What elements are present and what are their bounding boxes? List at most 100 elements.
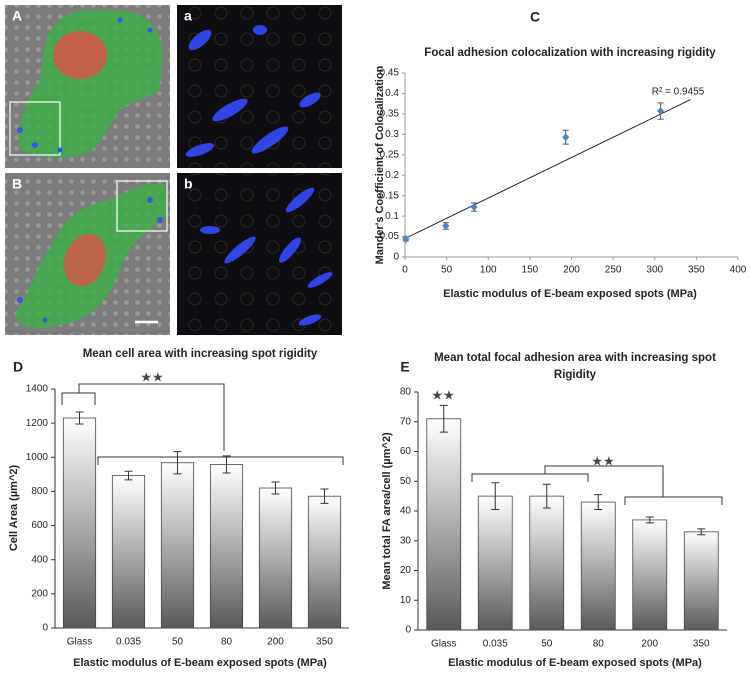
y-tick-label: 0 (405, 625, 411, 636)
data-point (562, 133, 570, 142)
x-tick-label: 150 (522, 265, 539, 276)
panel-label: b (184, 176, 193, 192)
chart-title: Rigidity (554, 369, 597, 381)
chart-title: Focal adhesion colocalization with incre… (424, 47, 716, 59)
chart-title: Mean cell area with increasing spot rigi… (83, 348, 318, 360)
error-bar (124, 470, 133, 481)
x-tick-label: 50 (441, 265, 453, 276)
y-tick-label: 50 (400, 476, 412, 487)
x-tick-label: 200 (563, 265, 580, 276)
error-bar (542, 483, 551, 509)
data-point (657, 107, 665, 116)
bracket (544, 465, 664, 497)
y-tick-label: 0 (393, 252, 399, 263)
y-axis-label: Cell Area (µm^2) (8, 465, 20, 552)
panel-label: D (13, 359, 23, 375)
x-tick-label: 200 (267, 637, 284, 648)
x-axis-label: Elastic modulus of E-beam exposed spots … (443, 288, 697, 300)
panel-label: a (184, 8, 192, 24)
data-point (470, 203, 478, 212)
image-B (5, 173, 170, 335)
x-tick-label: 400 (730, 265, 747, 276)
y-tick-label: 0.15 (380, 190, 400, 201)
y-tick-label: 0.1 (385, 211, 399, 222)
y-tick-label: 0 (42, 623, 48, 634)
chart-title: Mean total focal adhesion area with incr… (434, 352, 716, 364)
y-tick-label: 200 (31, 588, 48, 599)
y-tick-label: 0.2 (385, 170, 399, 181)
data-point (402, 235, 410, 244)
y-tick-label: 1000 (26, 452, 49, 463)
y-tick-label: 0.05 (380, 231, 400, 242)
x-tick-label: 80 (221, 637, 233, 648)
x-axis-label: Elastic modulus of E-beam exposed spots … (73, 657, 327, 669)
y-tick-label: 0.4 (385, 88, 399, 99)
error-bar (320, 488, 329, 504)
x-tick-label: 200 (641, 639, 658, 650)
y-tick-label: 600 (31, 520, 48, 531)
y-tick-label: 800 (31, 486, 48, 497)
x-tick-label: 50 (541, 639, 553, 650)
annotation: R² = 0.9455 (652, 87, 705, 98)
annotation: ★★ (431, 389, 454, 404)
error-bar (697, 528, 706, 536)
panel-label: E (400, 359, 409, 375)
y-tick-label: 0.25 (380, 149, 400, 160)
error-bar (491, 482, 500, 511)
x-tick-label: Glass (431, 639, 457, 650)
y-tick-label: 400 (31, 554, 48, 565)
y-tick-label: 30 (400, 535, 412, 546)
y-tick-label: 10 (400, 595, 412, 606)
bar (160, 462, 195, 629)
bar (580, 501, 616, 631)
bracket (61, 392, 96, 405)
x-tick-label: 0.035 (116, 637, 141, 648)
y-tick-label: 0.35 (380, 109, 400, 120)
x-tick-label: 350 (688, 265, 705, 276)
panel-label: A (12, 8, 22, 24)
y-tick-label: 40 (400, 506, 412, 517)
bar (111, 475, 146, 629)
y-axis-label: Mander's Coefficient of Colocalization (374, 65, 386, 264)
y-axis-label: Mean total FA area/cell (µm^2) (381, 432, 393, 590)
bar (258, 487, 293, 629)
x-axis-label: Elastic modulus of E-beam exposed spots … (448, 657, 702, 669)
bar (307, 495, 342, 629)
bar (683, 531, 719, 631)
x-tick-label: Glass (67, 637, 93, 648)
bar (62, 417, 97, 629)
error-bar (645, 516, 654, 524)
y-tick-label: 70 (400, 416, 412, 427)
bar (209, 464, 244, 629)
y-tick-label: 80 (400, 387, 412, 398)
x-tick-label: 100 (480, 265, 497, 276)
panel-label: B (12, 176, 22, 192)
x-tick-label: 300 (646, 265, 663, 276)
bracket (97, 456, 344, 465)
error-bar (222, 455, 231, 474)
data-point (442, 221, 450, 230)
error-bar (173, 451, 182, 475)
bracket (471, 473, 589, 482)
bar (477, 495, 513, 631)
image-A (5, 5, 170, 168)
bracket (78, 383, 225, 451)
bar (632, 519, 668, 631)
x-tick-label: 250 (605, 265, 622, 276)
y-tick-label: 60 (400, 446, 412, 457)
x-tick-label: 50 (172, 637, 184, 648)
x-tick-label: 350 (693, 639, 710, 650)
y-tick-label: 20 (400, 565, 412, 576)
error-bar (271, 481, 280, 495)
x-tick-label: 80 (593, 639, 605, 650)
error-bar (594, 494, 603, 511)
bar (529, 495, 565, 631)
annotation: ★★ (140, 371, 163, 386)
image-a (177, 5, 342, 168)
y-tick-label: 1200 (26, 418, 49, 429)
y-tick-label: 0.3 (385, 129, 399, 140)
error-bar (75, 411, 84, 425)
x-tick-label: 0 (402, 265, 408, 276)
y-tick-label: 1400 (26, 384, 49, 395)
